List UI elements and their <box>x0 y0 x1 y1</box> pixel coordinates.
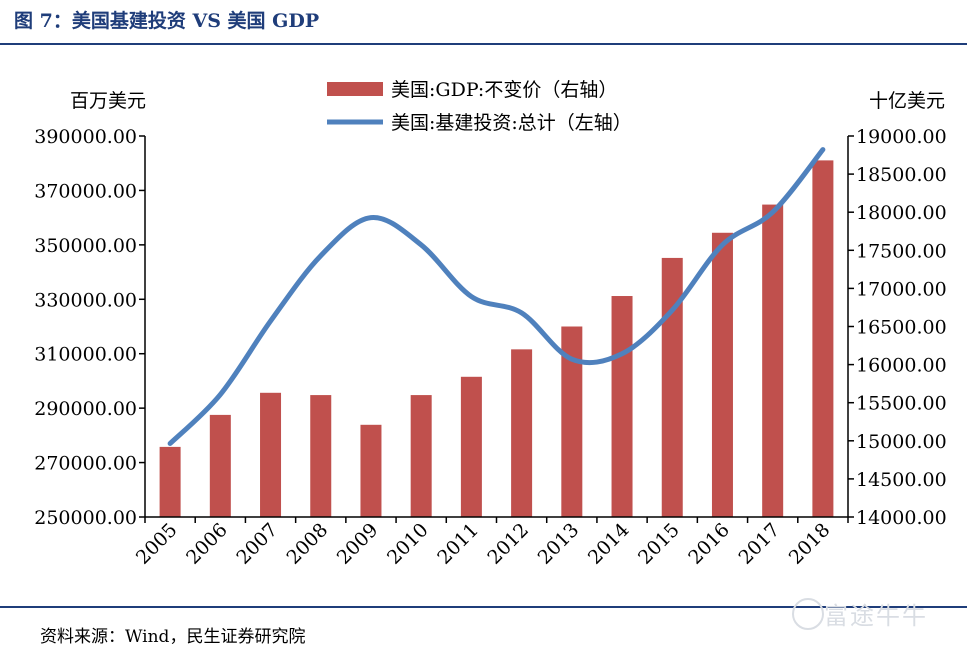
watermark-icon <box>792 598 824 630</box>
right-tick-label: 19000.00 <box>856 126 947 148</box>
bar <box>762 204 784 517</box>
left-tick-label: 310000.00 <box>34 344 137 366</box>
left-tick-label: 270000.00 <box>34 453 137 475</box>
right-tick-label: 15500.00 <box>856 393 947 415</box>
x-tick-label: 2011 <box>433 519 483 569</box>
legend-bar-swatch <box>327 82 383 96</box>
right-tick-label: 14000.00 <box>856 507 947 529</box>
x-tick-label: 2007 <box>232 519 282 569</box>
right-tick-label: 15000.00 <box>856 431 947 453</box>
x-tick-label: 2006 <box>182 519 232 569</box>
left-tick-label: 390000.00 <box>34 126 137 148</box>
x-tick-label: 2009 <box>333 519 383 569</box>
line-series <box>167 147 826 447</box>
series-line <box>167 147 826 447</box>
right-tick-label: 18500.00 <box>856 164 947 186</box>
left-tick-label: 330000.00 <box>34 289 137 311</box>
right-tick-label: 17000.00 <box>856 278 947 300</box>
bar <box>611 296 633 517</box>
x-tick-label: 2005 <box>132 519 182 569</box>
legend: 美国:GDP:不变价（右轴） 美国:基建投资:总计（左轴） <box>327 79 632 134</box>
bar <box>460 376 482 517</box>
bar-series <box>159 160 834 518</box>
bar <box>711 232 733 518</box>
x-tick-label: 2015 <box>634 519 684 569</box>
watermark-text: 富途牛牛 <box>824 602 928 630</box>
watermark: 富途牛牛 <box>790 596 928 631</box>
bar <box>159 446 181 517</box>
x-tick-label: 2018 <box>785 519 835 569</box>
x-tick-label: 2012 <box>483 519 533 569</box>
bar <box>561 326 583 517</box>
legend-line-label: 美国:基建投资:总计（左轴） <box>391 112 632 134</box>
bar <box>360 424 382 517</box>
right-tick-label: 16500.00 <box>856 317 947 339</box>
right-tick-label: 18000.00 <box>856 202 947 224</box>
x-tick-label: 2016 <box>684 519 734 569</box>
left-tick-label: 350000.00 <box>34 235 137 257</box>
source-note: 资料来源：Wind，民生证券研究院 <box>40 627 306 647</box>
bar <box>511 349 533 517</box>
right-tick-label: 16000.00 <box>856 355 947 377</box>
bar <box>812 160 834 517</box>
left-tick-label: 250000.00 <box>34 507 137 529</box>
title-rule <box>0 43 967 45</box>
x-tick-label: 2014 <box>584 519 634 569</box>
x-tick-label: 2008 <box>283 519 333 569</box>
figure-title: 图 7：美国基建投资 VS 美国 GDP <box>14 10 320 32</box>
bar <box>410 395 432 517</box>
left-tick-label: 290000.00 <box>34 398 137 420</box>
legend-bar-label: 美国:GDP:不变价（右轴） <box>391 79 617 101</box>
x-tick-label: 2010 <box>383 519 433 569</box>
right-axis-unit: 十亿美元 <box>869 90 945 112</box>
left-tick-label: 370000.00 <box>34 180 137 202</box>
bar <box>661 257 683 517</box>
bar <box>209 414 231 517</box>
bar <box>310 395 332 517</box>
x-tick-label: 2013 <box>534 519 584 569</box>
bar <box>260 392 282 517</box>
right-tick-label: 14500.00 <box>856 469 947 491</box>
footer-rule <box>0 606 967 608</box>
x-tick-label: 2017 <box>734 519 784 569</box>
right-tick-label: 17500.00 <box>856 240 947 262</box>
left-axis-unit: 百万美元 <box>70 90 146 112</box>
chart: 250000.00 270000.00 290000.00 310000.00 3300… <box>34 79 947 569</box>
